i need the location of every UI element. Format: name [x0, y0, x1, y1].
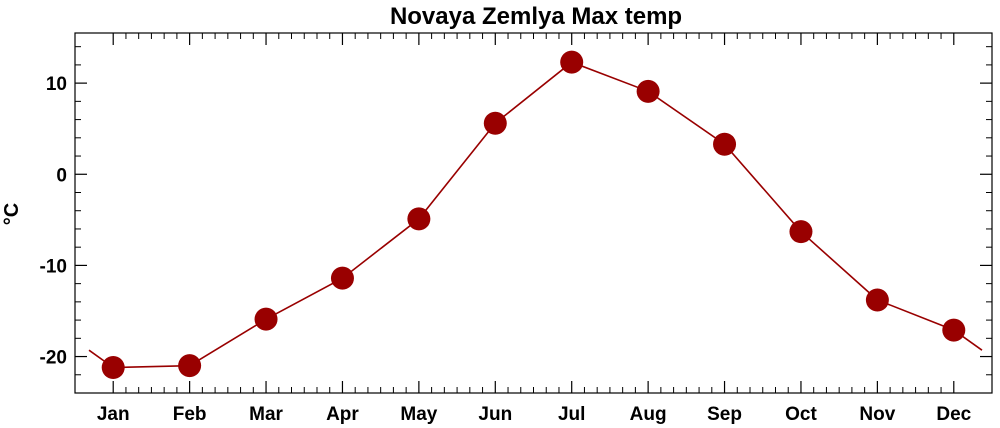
x-tick-label: Feb [173, 404, 207, 425]
x-tick-label: Jan [97, 404, 130, 425]
x-tick-label: Jul [558, 404, 585, 425]
y-axis-label: °C [1, 203, 23, 225]
y-tick-label: -20 [40, 348, 67, 369]
y-tick-label: 0 [56, 165, 67, 186]
x-tick-label: Aug [630, 404, 667, 425]
series-line [88, 61, 983, 369]
data-point [942, 318, 966, 342]
data-point [865, 288, 889, 312]
x-tick-label: Oct [785, 404, 817, 425]
y-tick-label: 10 [46, 74, 67, 95]
data-point [178, 354, 202, 378]
x-tick-label: May [400, 404, 437, 425]
plot-frame [74, 32, 993, 394]
data-point [101, 355, 125, 379]
data-point [560, 50, 584, 74]
data-point [789, 220, 813, 244]
data-point [483, 111, 507, 135]
x-tick-label: Sep [707, 404, 742, 425]
data-point [254, 307, 278, 331]
x-tick-label: Nov [859, 404, 895, 425]
data-point [636, 79, 660, 103]
data-point [407, 207, 431, 231]
x-tick-label: Apr [326, 404, 359, 425]
x-tick-label: Mar [249, 404, 283, 425]
x-tick-label: Jun [478, 404, 512, 425]
data-point [713, 132, 737, 156]
plot-area: -20 -10 0 10 Jan Feb Mar Apr May Jun Jul Aug Sep Oct N… [40, 32, 993, 425]
chart-title: Novaya Zemlya Max temp [390, 3, 682, 30]
x-tick-label: Dec [936, 404, 971, 425]
data-point [330, 266, 354, 290]
y-tick-label: -10 [40, 256, 67, 277]
